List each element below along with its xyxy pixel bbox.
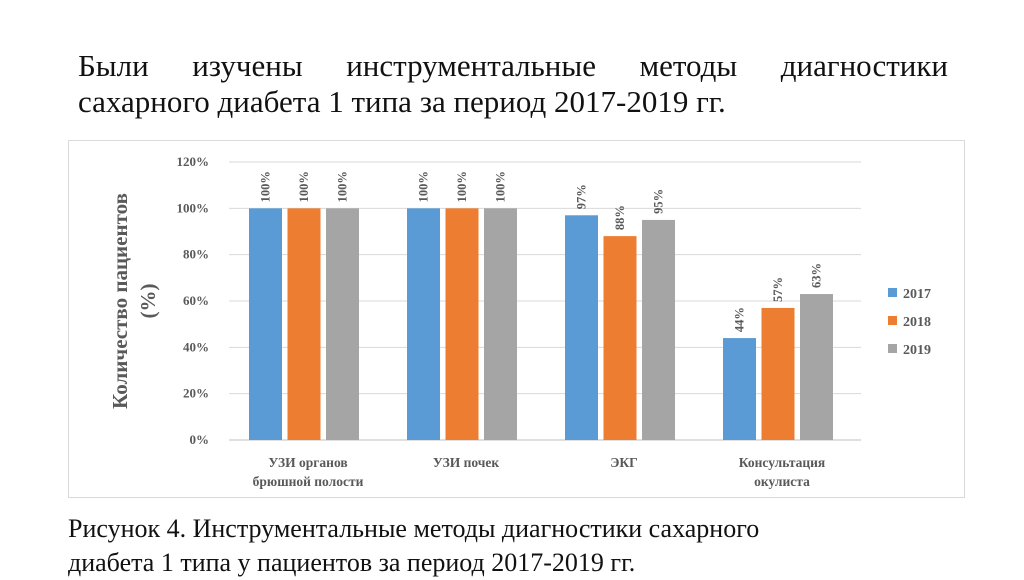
data-label: 88% bbox=[613, 205, 627, 230]
x-category-label: Консультация bbox=[739, 455, 825, 470]
data-label: 100% bbox=[297, 171, 311, 202]
x-category-label: УЗИ почек bbox=[433, 455, 500, 470]
legend-swatch-2019 bbox=[888, 344, 897, 353]
figure-caption-line2: диабета 1 типа у пациентов за период 201… bbox=[68, 548, 636, 577]
slide-title: Были изучены инструментальные методы диа… bbox=[78, 48, 948, 120]
y-tick-label: 40% bbox=[183, 339, 209, 354]
slide-title-line2: сахарного диабета 1 типа за период 2017-… bbox=[78, 84, 726, 119]
bar-2019 bbox=[484, 208, 517, 440]
data-label: 100% bbox=[336, 171, 350, 202]
chart-canvas: 0% 20% 40% 60% 80% 100% 120% Количество пациент… bbox=[108, 154, 931, 489]
legend-swatch-2018 bbox=[888, 316, 897, 325]
bar-2019 bbox=[800, 294, 833, 440]
data-label: 97% bbox=[575, 184, 589, 209]
bar-2019 bbox=[326, 208, 359, 440]
bar-2017 bbox=[565, 215, 598, 440]
bar-chart: 0% 20% 40% 60% 80% 100% 120% Количество пациент… bbox=[68, 140, 965, 498]
data-label: 100% bbox=[259, 171, 273, 202]
legend-label: 2019 bbox=[903, 343, 931, 358]
data-label: 95% bbox=[652, 189, 666, 214]
y-tick-label: 80% bbox=[183, 247, 209, 262]
legend-swatch-2017 bbox=[888, 288, 897, 297]
bar-2017 bbox=[249, 208, 282, 440]
y-tick-label: 20% bbox=[183, 386, 209, 401]
legend-label: 2017 bbox=[903, 287, 931, 302]
x-category-label: УЗИ органов bbox=[268, 455, 347, 470]
bar-2018 bbox=[287, 208, 321, 440]
x-category-label: брюшной полости bbox=[253, 474, 364, 489]
x-category-label: окулиста bbox=[754, 474, 810, 489]
bar-2017 bbox=[407, 208, 440, 440]
figure-caption: Рисунок 4. Инструментальные методы диагн… bbox=[68, 512, 759, 580]
bar-2019 bbox=[642, 219, 675, 440]
y-axis-title-line: Количество пациентов bbox=[108, 193, 132, 409]
bar-2017 bbox=[723, 338, 756, 440]
x-category-label: ЭКГ bbox=[610, 455, 638, 470]
y-tick-label: 60% bbox=[183, 293, 209, 308]
y-tick-label: 120% bbox=[177, 154, 210, 169]
legend-label: 2018 bbox=[903, 315, 931, 330]
data-label: 100% bbox=[455, 171, 469, 202]
data-label: 57% bbox=[771, 277, 785, 302]
bar-2018 bbox=[603, 236, 637, 440]
bar-2018 bbox=[761, 307, 795, 440]
y-tick-label: 100% bbox=[177, 200, 210, 215]
data-label: 100% bbox=[494, 171, 508, 202]
y-axis-title: Количество пациентов (%) bbox=[108, 193, 160, 409]
data-label: 63% bbox=[810, 263, 824, 288]
slide-title-line1: Были изучены инструментальные методы диа… bbox=[78, 48, 948, 83]
bar-2018 bbox=[445, 208, 479, 440]
y-tick-label: 0% bbox=[190, 432, 210, 447]
data-label: 44% bbox=[733, 307, 747, 332]
data-label: 100% bbox=[417, 171, 431, 202]
figure-caption-line1: Рисунок 4. Инструментальные методы диагн… bbox=[68, 514, 760, 543]
y-axis-title-line: (%) bbox=[136, 284, 160, 319]
